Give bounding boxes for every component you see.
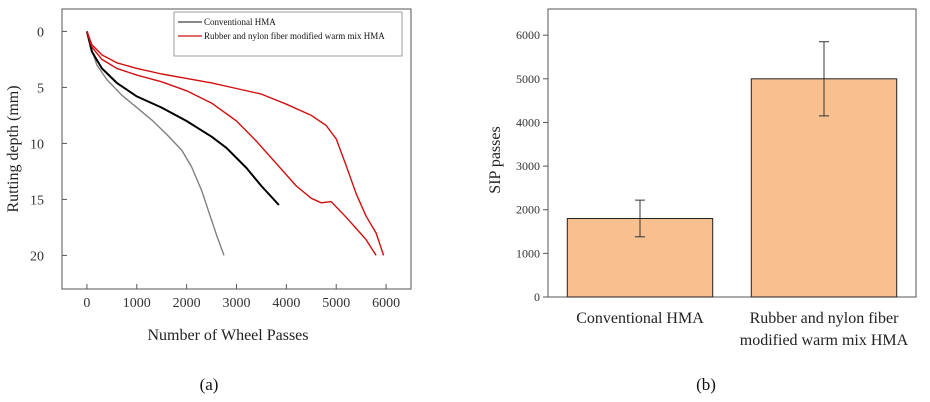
chart-a-y-tick-label-4: 20 — [30, 249, 44, 264]
chart-b-y-tick-label-2: 2000 — [516, 203, 540, 217]
chart-a-legend-label-0: Conventional HMA — [204, 17, 276, 27]
chart-a-y-tick-label-2: 10 — [30, 137, 44, 152]
chart-b-panel-label: (b) — [696, 375, 716, 394]
chart-a-y-tick-label-1: 5 — [37, 81, 44, 96]
chart-a-legend: Conventional HMA Rubber and nylon fiber … — [173, 11, 403, 57]
chart-a-series-line-0 — [86, 31, 225, 256]
chart-b-y-tick-label-1: 1000 — [516, 246, 540, 260]
chart-a-x-axis-label: Number of Wheel Passes — [148, 327, 309, 344]
chart-b-y-tick-label-3: 3000 — [516, 159, 540, 173]
chart-b-plot-frame — [547, 8, 917, 298]
chart-a-legend-box — [173, 11, 403, 57]
chart-a-x-tick-label-0: 0 — [83, 296, 90, 311]
chart-a-x-tick-label-2: 2000 — [173, 296, 201, 311]
chart-b-y-tick-label-4: 4000 — [516, 115, 540, 129]
chart-a-y-tick-label-3: 15 — [30, 193, 44, 208]
chart-a-x-tick-label-5: 5000 — [322, 296, 350, 311]
chart-b-category-label-0-0: Conventional HMA — [576, 310, 704, 327]
chart-a-x-tick-label-3: 3000 — [223, 296, 251, 311]
chart-a-series-line-3 — [86, 31, 385, 256]
chart-b: 0 1000 2000 3000 4000 5000 6000 Conventional HM… — [487, 8, 917, 394]
chart-a-y-axis-label: Rutting depth (mm) — [5, 85, 22, 212]
chart-b-y-axis-label: SIP passes — [487, 126, 504, 193]
chart-b-y-tick-label-5: 5000 — [516, 72, 540, 86]
chart-b-y-tick-label-0: 0 — [534, 290, 540, 304]
chart-a-x-tick-label-1: 1000 — [123, 296, 151, 311]
chart-a-x-tick-label-4: 4000 — [272, 296, 300, 311]
chart-a: 0 1000 2000 3000 4000 5000 6000 0 5 10 15 20 Conven… — [5, 8, 412, 394]
chart-b-category-label-1-1: modified warm mix HMA — [740, 332, 909, 349]
chart-a-legend-label-1: Rubber and nylon fiber modified warm mix… — [204, 31, 385, 41]
chart-a-panel-label: (a) — [200, 375, 219, 394]
chart-b-category-label-1-0: Rubber and nylon fiber — [750, 310, 900, 327]
chart-a-series-line-1 — [85, 31, 280, 206]
chart-a-series-line-2 — [86, 31, 377, 256]
chart-a-y-tick-label-0: 0 — [37, 25, 44, 40]
chart-b-y-tick-label-6: 6000 — [516, 28, 540, 42]
chart-a-x-tick-label-6: 6000 — [372, 296, 400, 311]
